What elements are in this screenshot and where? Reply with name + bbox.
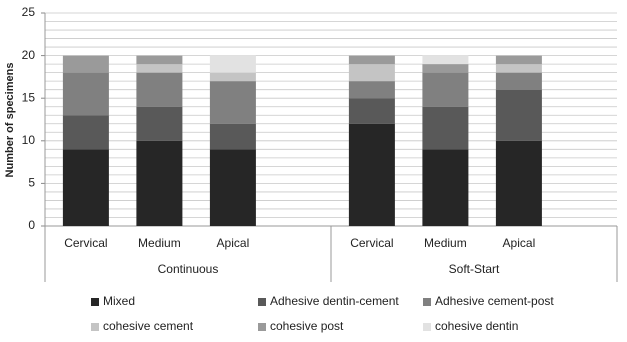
bar-segment <box>62 115 109 150</box>
y-tick-label: 5 <box>28 176 35 190</box>
bar-segment <box>348 64 395 82</box>
bar-segment <box>348 55 395 65</box>
bar-segment <box>495 55 542 65</box>
y-tick-label: 0 <box>28 218 35 232</box>
bar-segment <box>422 72 469 107</box>
bar-segment <box>209 72 256 82</box>
bar-segment <box>348 98 395 124</box>
x-tick-label: Medium <box>138 236 181 250</box>
legend-swatch <box>423 298 431 306</box>
bar-segment <box>209 149 256 226</box>
y-tick-label: 15 <box>22 90 36 104</box>
bar-segment <box>62 149 109 226</box>
bar-segment <box>136 64 183 73</box>
legend-label: cohesive dentin <box>435 319 518 333</box>
legend-swatch <box>91 298 99 306</box>
bar-segment <box>62 55 109 73</box>
group-label: Soft-Start <box>449 262 500 276</box>
bar-segment <box>136 55 183 65</box>
bar-segment <box>422 64 469 73</box>
bar-segment <box>209 123 256 150</box>
x-tick-label: Apical <box>217 236 250 250</box>
bar-segment <box>136 106 183 141</box>
bar-segment <box>209 55 256 73</box>
bar-segment <box>495 64 542 73</box>
bar-segment <box>348 123 395 226</box>
legend-label: cohesive post <box>270 319 344 333</box>
legend-label: Mixed <box>103 294 135 308</box>
bar-segment <box>136 140 183 226</box>
legend-swatch <box>91 323 99 331</box>
bar-segment <box>136 72 183 107</box>
y-axis-label: Number of specimens <box>4 63 16 178</box>
y-tick-label: 20 <box>22 48 36 62</box>
legend-label: Adhesive cement-post <box>435 294 554 308</box>
bar-segment <box>495 89 542 141</box>
bar-segment <box>495 72 542 90</box>
bar-segment <box>209 81 256 124</box>
bar-segment <box>495 140 542 226</box>
y-tick-label: 10 <box>22 133 36 147</box>
x-tick-label: Cervical <box>64 236 107 250</box>
x-tick-label: Medium <box>424 236 467 250</box>
bar-segment <box>422 55 469 65</box>
bar-segment <box>422 149 469 226</box>
bar-segment <box>62 72 109 116</box>
y-tick-label: 25 <box>22 5 36 19</box>
legend-swatch <box>258 298 266 306</box>
group-label: Continuous <box>158 262 219 276</box>
bar-segment <box>422 106 469 150</box>
legend-swatch <box>423 323 431 331</box>
x-tick-label: Apical <box>503 236 536 250</box>
legend-label: Adhesive dentin-cement <box>270 294 399 308</box>
legend-swatch <box>258 323 266 331</box>
legend-label: cohesive cement <box>103 319 194 333</box>
bar-segment <box>348 81 395 99</box>
x-tick-label: Cervical <box>350 236 393 250</box>
